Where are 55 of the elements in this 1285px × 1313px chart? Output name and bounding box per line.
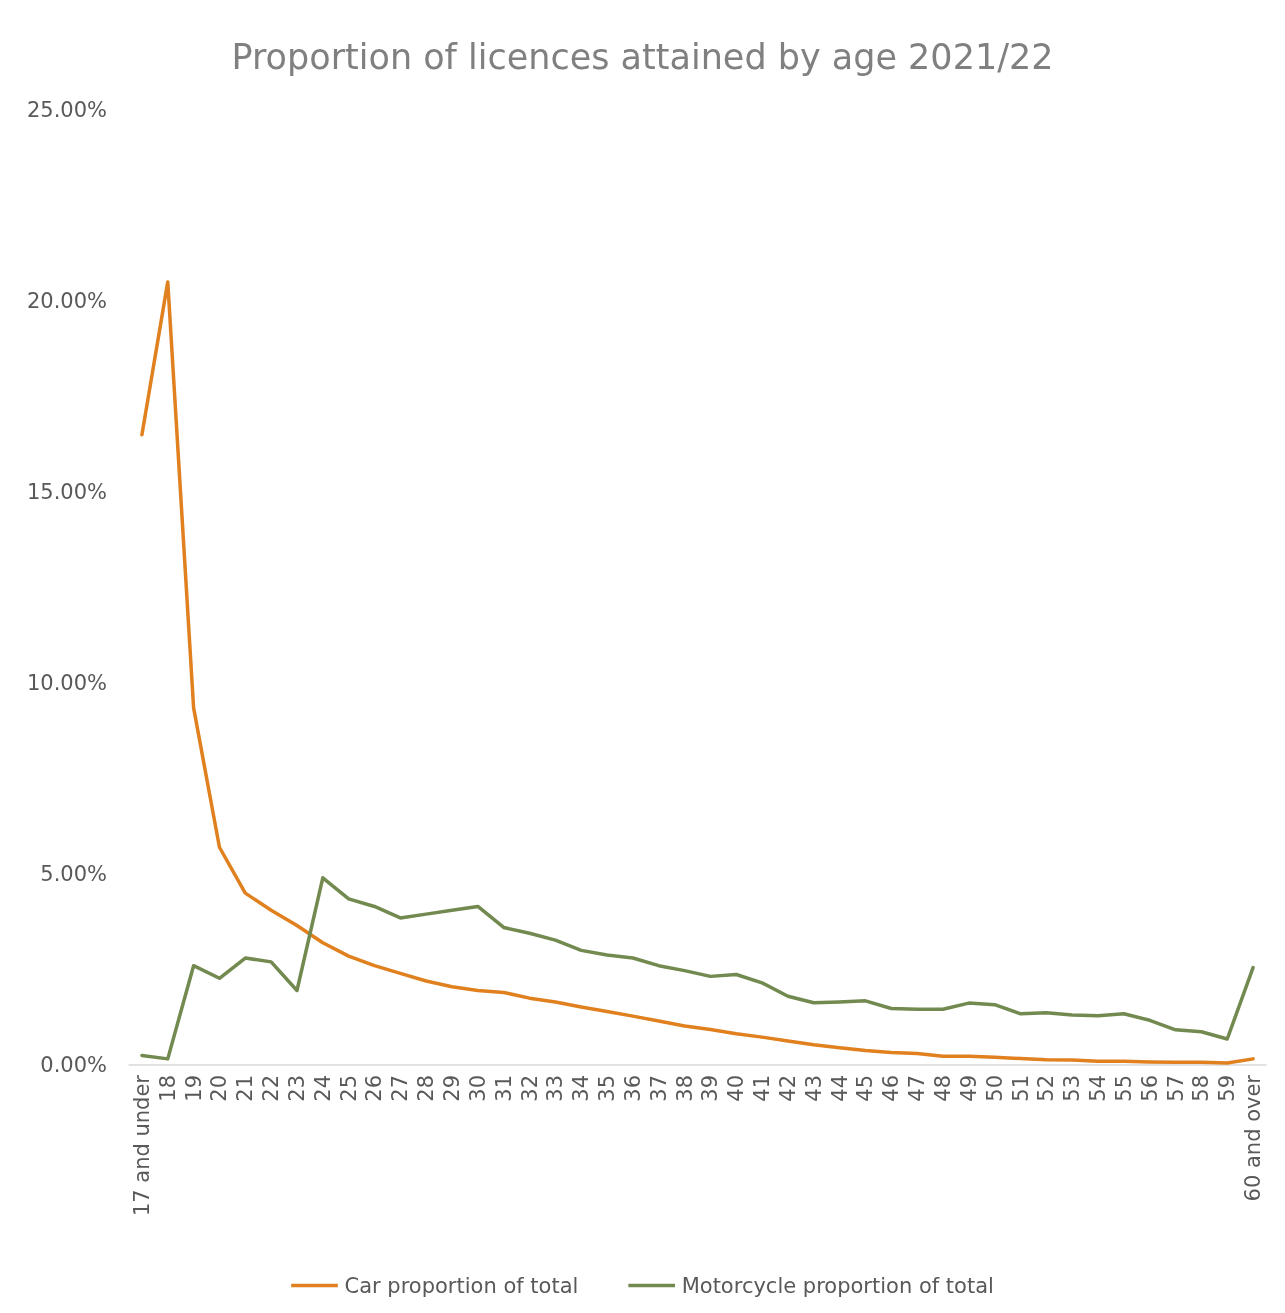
x-tick-label: 18 bbox=[155, 1075, 180, 1102]
legend-label: Motorcycle proportion of total bbox=[681, 1273, 994, 1298]
x-tick-label: 40 bbox=[724, 1075, 749, 1102]
x-tick-label: 20 bbox=[207, 1075, 232, 1102]
x-tick-label: 35 bbox=[595, 1075, 620, 1102]
x-tick-label: 37 bbox=[646, 1075, 671, 1102]
x-tick-label: 27 bbox=[388, 1075, 413, 1102]
x-tick-label: 54 bbox=[1086, 1075, 1111, 1102]
x-tick-label: 17 and under bbox=[129, 1074, 154, 1217]
x-tick-label: 39 bbox=[698, 1075, 723, 1102]
x-tick-label: 28 bbox=[414, 1075, 439, 1102]
y-tick-label: 25.00% bbox=[26, 98, 107, 122]
x-tick-label: 46 bbox=[879, 1075, 904, 1102]
x-tick-label: 53 bbox=[1060, 1075, 1085, 1102]
x-tick-label: 22 bbox=[259, 1075, 284, 1102]
y-tick-label: 5.00% bbox=[40, 862, 107, 886]
x-tick-label: 42 bbox=[775, 1075, 800, 1102]
x-tick-label: 21 bbox=[233, 1075, 258, 1102]
x-tick-label: 55 bbox=[1111, 1075, 1136, 1102]
x-tick-label: 24 bbox=[310, 1075, 335, 1102]
y-tick-label: 10.00% bbox=[26, 671, 107, 695]
line-series bbox=[140, 876, 1255, 1061]
y-tick-label: 20.00% bbox=[26, 289, 107, 313]
x-tick-label: 49 bbox=[956, 1075, 981, 1102]
x-tick-label: 52 bbox=[1034, 1075, 1059, 1102]
x-tick-label: 33 bbox=[543, 1075, 568, 1102]
x-tick-label: 38 bbox=[672, 1075, 697, 1102]
x-tick-label: 48 bbox=[930, 1075, 955, 1102]
line-series bbox=[140, 280, 1255, 1065]
x-tick-label: 29 bbox=[440, 1075, 465, 1102]
y-tick-label: 0.00% bbox=[40, 1053, 107, 1077]
x-tick-label: 31 bbox=[491, 1075, 516, 1102]
x-tick-label: 26 bbox=[362, 1075, 387, 1102]
x-tick-label: 19 bbox=[181, 1075, 206, 1102]
x-tick-label: 45 bbox=[853, 1075, 878, 1102]
x-tick-label: 41 bbox=[750, 1075, 775, 1102]
x-tick-label: 44 bbox=[827, 1075, 852, 1102]
x-tick-label: 36 bbox=[620, 1075, 645, 1102]
x-tick-label: 59 bbox=[1215, 1075, 1240, 1102]
legend-label: Car proportion of total bbox=[344, 1273, 579, 1298]
x-tick-label: 25 bbox=[336, 1075, 361, 1102]
x-tick-label: 30 bbox=[465, 1075, 490, 1102]
x-tick-label: 47 bbox=[905, 1075, 930, 1102]
chart-title: Proportion of licences attained by age 2021/22 bbox=[231, 36, 1054, 77]
x-tick-label: 32 bbox=[517, 1075, 542, 1102]
x-tick-label: 50 bbox=[982, 1075, 1007, 1102]
x-tick-label: 23 bbox=[284, 1075, 309, 1102]
x-tick-label: 60 and over bbox=[1241, 1074, 1266, 1202]
x-tick-label: 58 bbox=[1189, 1075, 1214, 1102]
y-tick-label: 15.00% bbox=[26, 480, 107, 504]
x-tick-label: 57 bbox=[1163, 1075, 1188, 1102]
x-tick-label: 56 bbox=[1137, 1075, 1162, 1102]
x-tick-label: 51 bbox=[1008, 1075, 1033, 1102]
x-tick-label: 43 bbox=[801, 1075, 826, 1102]
x-tick-label: 34 bbox=[569, 1075, 594, 1102]
